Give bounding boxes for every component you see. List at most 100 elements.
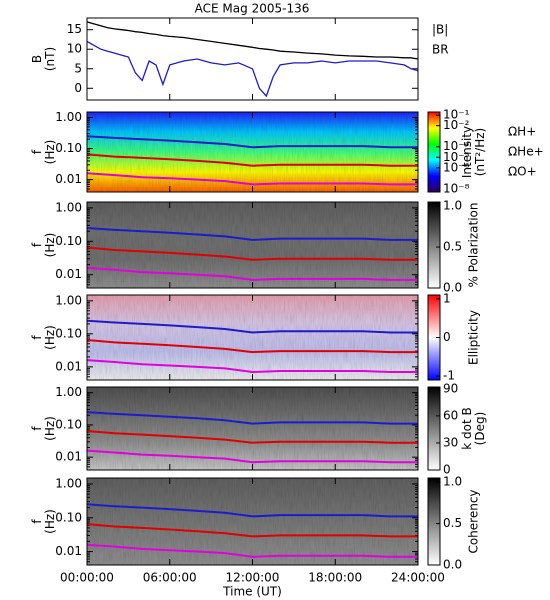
y-tick-label: 1.00 (55, 200, 82, 214)
y-axis-label: (Hz) (43, 233, 57, 258)
y-axis-label: (nT) (43, 47, 57, 71)
series-line (86, 359, 418, 374)
colorbar-tick-label: 30 (443, 435, 458, 449)
y-tick-label: 0.10 (55, 417, 82, 431)
series-line (86, 153, 418, 167)
x-tick-label: 00:00:00 (60, 571, 114, 585)
colorbar-tick-label: 0.5 (443, 240, 462, 254)
plot-frame (86, 17, 419, 101)
y-tick-label: 1.00 (55, 385, 82, 399)
plot-frame (86, 477, 419, 566)
x-tick-label: 06:00:00 (143, 571, 197, 585)
colorbar-tick-label: 0.5 (443, 516, 462, 530)
legend-entry: BR (432, 43, 449, 57)
colorbar-tick-label: 1 (443, 291, 451, 305)
y-tick-label: 15 (67, 22, 82, 36)
plot-frame (86, 201, 419, 289)
y-axis-label: B (30, 55, 44, 63)
colorbar-tick-label: 0.0 (443, 281, 462, 295)
plot-frame (86, 294, 419, 381)
colorbar-label: (Deg) (473, 412, 487, 446)
series-line (86, 135, 418, 149)
spectrogram-texture (87, 387, 418, 470)
y-tick-label: 0.01 (55, 450, 82, 464)
legend-entry: ΩO+ (508, 165, 537, 179)
colorbar (427, 111, 441, 193)
y-axis-label: f (30, 149, 44, 154)
y-tick-label: 0.10 (55, 326, 82, 340)
colorbar-tick-label: 90 (443, 381, 458, 395)
chart-title: ACE Mag 2005-136 (195, 2, 310, 16)
y-tick-label: 0.10 (55, 510, 82, 524)
y-tick-label: 0.01 (55, 267, 82, 281)
series-line (86, 266, 418, 281)
spectrogram-texture (87, 295, 418, 380)
y-tick-label: 0.01 (55, 172, 82, 186)
series-line (86, 246, 418, 261)
plot-frame (86, 386, 419, 471)
x-tick-label: 12:00:00 (226, 571, 280, 585)
series-line (86, 503, 418, 518)
colorbar-tick-label: 0 (443, 463, 451, 477)
colorbar-tick-label: 0.0 (443, 558, 462, 572)
y-tick-label: 0.01 (55, 359, 82, 373)
y-tick-label: 0.10 (55, 234, 82, 248)
spectrogram-texture (87, 478, 418, 565)
colorbar-tick-label: 10⁻¹ (443, 108, 470, 122)
plot-frame (86, 111, 419, 193)
y-axis-label: f (30, 426, 44, 431)
series-line (86, 319, 418, 334)
y-tick-label: 1.00 (55, 476, 82, 490)
colorbar-tick-label: 10⁻² (443, 118, 470, 132)
series-line (86, 430, 418, 444)
y-tick-label: 0 (74, 81, 82, 95)
colorbar-tick-label: 1.0 (443, 199, 462, 213)
series-line (86, 339, 418, 354)
y-axis-label: (Hz) (43, 509, 57, 534)
colorbar-label: Coherency (467, 489, 481, 553)
colorbar-tick-label: 60 (443, 408, 458, 422)
colorbar-label: % Polarization (467, 203, 481, 288)
colorbar (427, 477, 441, 566)
spectrogram-texture (87, 202, 418, 288)
x-tick-label: 18:00:00 (308, 571, 362, 585)
colorbar-tick-label: 10⁻⁵ (443, 150, 470, 164)
legend-entry: |B| (432, 23, 448, 37)
y-tick-label: 10 (67, 42, 82, 56)
colorbar (427, 201, 441, 289)
y-axis-label: (Hz) (43, 140, 57, 165)
colorbar-label: Ellipticity (467, 310, 481, 365)
colorbar-tick-label: 0 (443, 330, 451, 344)
x-axis-label: Time (UT) (222, 585, 282, 599)
spectrogram-texture (87, 112, 418, 192)
y-tick-label: 0.10 (55, 141, 82, 155)
series-line (86, 21, 419, 60)
series-line (86, 449, 418, 464)
colorbar-tick-label: 1.0 (443, 475, 462, 489)
colorbar-tick-label: -1 (443, 369, 455, 383)
colorbar-tick-label: 10⁻⁶ (443, 160, 470, 174)
y-axis-label: f (30, 519, 44, 524)
y-tick-label: 0.01 (55, 544, 82, 558)
series-line (86, 227, 418, 241)
series-line (86, 543, 418, 558)
y-axis-label: f (30, 242, 44, 247)
series-line (86, 40, 419, 98)
legend-entry: ΩH+ (508, 125, 536, 139)
y-tick-label: 1.00 (55, 110, 82, 124)
y-tick-label: 1.00 (55, 293, 82, 307)
colorbar-label: Intensity (460, 126, 474, 178)
colorbar-tick-label: 10⁻⁸ (443, 181, 470, 195)
series-line (86, 172, 418, 186)
colorbar-tick-label: 10⁻⁴ (443, 139, 470, 153)
series-line (86, 411, 418, 425)
colorbar-label: k dot B (460, 407, 474, 449)
colorbar-label: (nT²/Hz) (473, 128, 487, 176)
y-tick-label: 5 (74, 61, 82, 75)
y-axis-label: f (30, 335, 44, 340)
legend-entry: ΩHe+ (508, 145, 544, 159)
colorbar (427, 386, 441, 471)
y-axis-label: (Hz) (43, 416, 57, 441)
x-tick-label: 24:00:00 (391, 571, 445, 585)
